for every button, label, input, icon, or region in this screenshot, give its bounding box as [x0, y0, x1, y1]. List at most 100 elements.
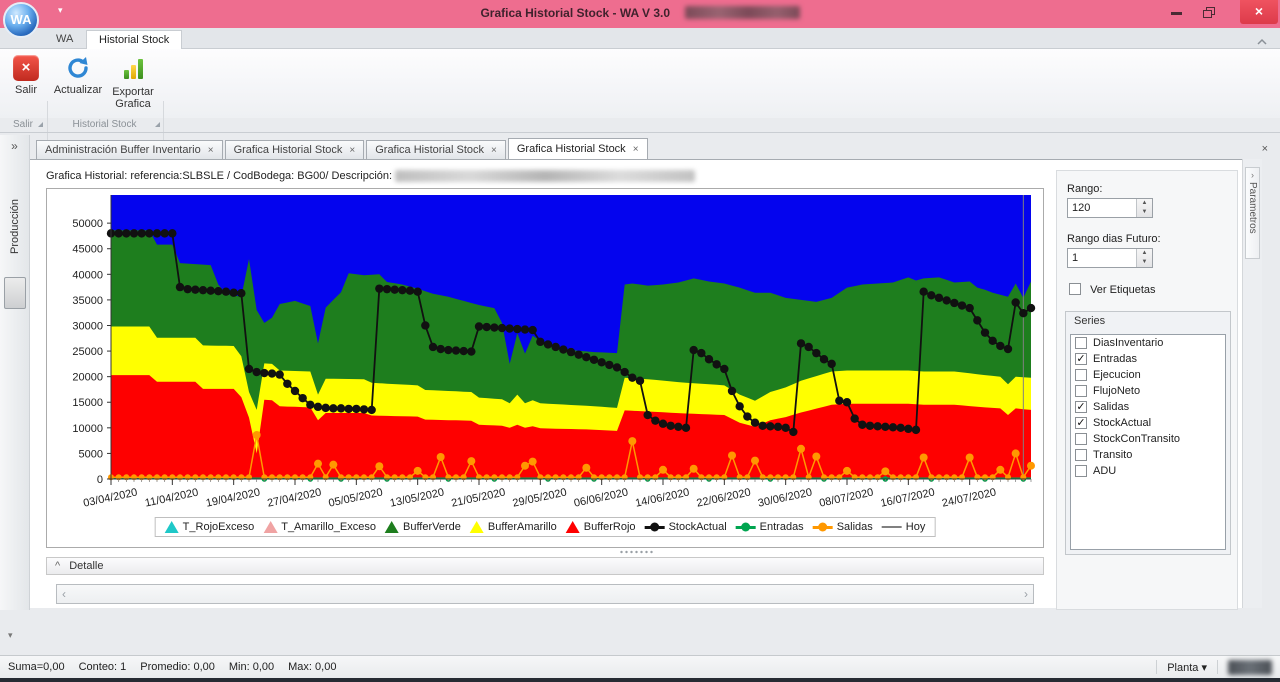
ribbon-group-historial-stock: Historial Stock [72, 119, 137, 130]
scroll-right-icon[interactable]: › [1024, 587, 1028, 601]
rango-futuro-input[interactable]: 1 ▲ ▼ [1067, 248, 1153, 268]
exportar-grafica-button[interactable]: Exportar Grafica [106, 53, 160, 110]
rango-futuro-value: 1 [1072, 252, 1079, 264]
checkbox[interactable] [1069, 283, 1081, 295]
rango-input[interactable]: 120 ▲ ▼ [1067, 198, 1153, 218]
bottom-left-dropdown-icon[interactable]: ▾ [8, 630, 13, 640]
checkbox[interactable] [1075, 385, 1087, 397]
rango-futuro-label: Rango dias Futuro: [1067, 233, 1161, 245]
salir-button[interactable]: × Salir [0, 53, 52, 96]
checkbox[interactable] [1075, 465, 1087, 477]
parametros-tab[interactable]: › Parametros [1245, 167, 1260, 259]
window-title: Grafica Historial Stock - WA V 3.0 [480, 6, 671, 20]
tab-close-icon[interactable]: × [207, 144, 214, 156]
restore-button[interactable] [1194, 0, 1224, 24]
ribbon-tab-wa[interactable]: WA [56, 33, 74, 45]
window-bottom-edge [0, 678, 1280, 682]
exportar-label: Exportar Grafica [112, 86, 154, 110]
options-panel: Rango: 120 ▲ ▼ Rango dias Futuro: 1 ▲ ▼ … [1056, 170, 1238, 610]
rango-futuro-spinner[interactable]: ▲ ▼ [1136, 249, 1152, 267]
tabstrip-close-icon[interactable]: × [1261, 143, 1268, 155]
tab-close-icon[interactable]: × [349, 144, 356, 156]
planta-dropdown[interactable]: Planta ▾ [1167, 661, 1207, 674]
checkbox[interactable] [1075, 337, 1087, 349]
scroll-left-icon[interactable]: ‹ [62, 587, 66, 601]
series-checkbox-row[interactable]: FlujoNeto [1071, 383, 1225, 399]
quick-access-dropdown-icon[interactable]: ▾ [58, 5, 63, 15]
detalle-horizontal-scrollbar[interactable]: ‹ › [56, 584, 1034, 604]
legend-line-marker-icon [735, 522, 756, 532]
spin-up-icon[interactable]: ▲ [1141, 200, 1148, 206]
series-checkbox-row[interactable]: ✓ Salidas [1071, 399, 1225, 415]
status-item: Suma=0,00 [8, 661, 65, 673]
sidebar-button[interactable] [4, 277, 26, 309]
checkbox[interactable] [1075, 433, 1087, 445]
status-separator [1156, 660, 1158, 674]
series-title: Series [1074, 315, 1106, 327]
document-tab[interactable]: Grafica Historial Stock × [366, 140, 506, 159]
collapse-chevron-icon[interactable]: ^ [55, 560, 61, 572]
series-checkbox-row[interactable]: DiasInventario [1071, 335, 1225, 351]
dialog-launcher-icon[interactable] [38, 122, 43, 127]
splitter-grip[interactable] [619, 550, 653, 554]
legend-item: BufferAmarillo [469, 521, 557, 533]
spin-down-icon[interactable]: ▼ [1141, 259, 1148, 265]
ver-etiquetas-checkbox-row[interactable]: Ver Etiquetas [1069, 283, 1156, 296]
y-axis-tick-label: 10000 [72, 423, 103, 435]
document-tab[interactable]: Grafica Historial Stock × [224, 140, 365, 159]
legend-label: T_Amarillo_Exceso [281, 521, 376, 533]
x-axis-tick-label: 03/04/2020 [82, 486, 138, 509]
x-axis-tick-label: 19/04/2020 [205, 486, 261, 509]
document-tab[interactable]: Grafica Historial Stock × [507, 138, 648, 159]
legend-label: StockActual [668, 521, 727, 533]
tab-close-icon[interactable]: × [491, 144, 497, 156]
app-logo[interactable]: WA [3, 2, 39, 38]
close-button[interactable]: × [1240, 0, 1278, 24]
checkbox[interactable]: ✓ [1075, 417, 1087, 429]
legend-item: Hoy [881, 521, 925, 533]
checkbox[interactable]: ✓ [1075, 401, 1087, 413]
status-item: Promedio: 0,00 [140, 661, 215, 673]
series-checkbox-row[interactable]: ✓ Entradas [1071, 351, 1225, 367]
y-axis-tick-label: 20000 [72, 372, 103, 384]
checkbox[interactable]: ✓ [1075, 353, 1087, 365]
series-groupbox: Series DiasInventario ✓ Entradas Ejecucion F… [1065, 311, 1231, 555]
sidebar-expand-icon[interactable]: » [11, 139, 18, 153]
spin-down-icon[interactable]: ▼ [1141, 209, 1148, 215]
left-sidebar: » Producción [0, 135, 30, 610]
y-axis-tick-label: 35000 [72, 295, 103, 307]
ribbon-tab-strip: WA Historial Stock [0, 28, 1280, 50]
series-checkbox-row[interactable]: Ejecucion [1071, 367, 1225, 383]
series-checkbox-row[interactable]: ✓ StockActual [1071, 415, 1225, 431]
actualizar-button[interactable]: Actualizar [52, 53, 104, 96]
series-checkbox-row[interactable]: Transito [1071, 447, 1225, 463]
document-tab[interactable]: Administración Buffer Inventario × [36, 140, 223, 159]
checkbox[interactable] [1075, 369, 1087, 381]
series-label: StockActual [1093, 417, 1152, 429]
x-axis-tick-label: 11/04/2020 [144, 487, 200, 510]
minimize-button[interactable] [1162, 0, 1192, 24]
x-axis-tick-label: 21/05/2020 [450, 486, 506, 509]
checkbox[interactable] [1075, 449, 1087, 461]
ribbon-separator [47, 101, 48, 177]
series-list: DiasInventario ✓ Entradas Ejecucion FlujoNet… [1070, 334, 1226, 550]
sidebar-item-produccion[interactable]: Producción [8, 198, 21, 254]
ribbon-collapse-chevron-icon[interactable] [1256, 33, 1268, 51]
x-axis-tick-label: 24/07/2020 [941, 486, 997, 509]
series-checkbox-row[interactable]: ADU [1071, 463, 1225, 479]
x-axis-tick-label: 05/05/2020 [328, 486, 384, 509]
tab-close-icon[interactable]: × [632, 143, 639, 155]
parametros-band: › Parametros [1242, 159, 1262, 608]
status-item: Max: 0,00 [288, 661, 337, 673]
stock-history-chart[interactable]: 0 5000 10000 15000 20000 25000 30000 35000 40000… [47, 189, 1043, 513]
legend-triangle-icon [384, 521, 399, 533]
series-checkbox-row[interactable]: StockConTransito [1071, 431, 1225, 447]
rango-spinner[interactable]: ▲ ▼ [1136, 199, 1152, 217]
chart-header-text: Grafica Historial: referencia:SLBSLE / C… [46, 170, 393, 182]
ribbon-tab-historial-stock[interactable]: Historial Stock [86, 30, 183, 50]
chart-header: Grafica Historial: referencia:SLBSLE / C… [46, 170, 696, 183]
spin-up-icon[interactable]: ▲ [1141, 250, 1148, 256]
detalle-section-header[interactable]: ^ Detalle [46, 557, 1044, 575]
dialog-launcher-icon[interactable] [155, 122, 160, 127]
